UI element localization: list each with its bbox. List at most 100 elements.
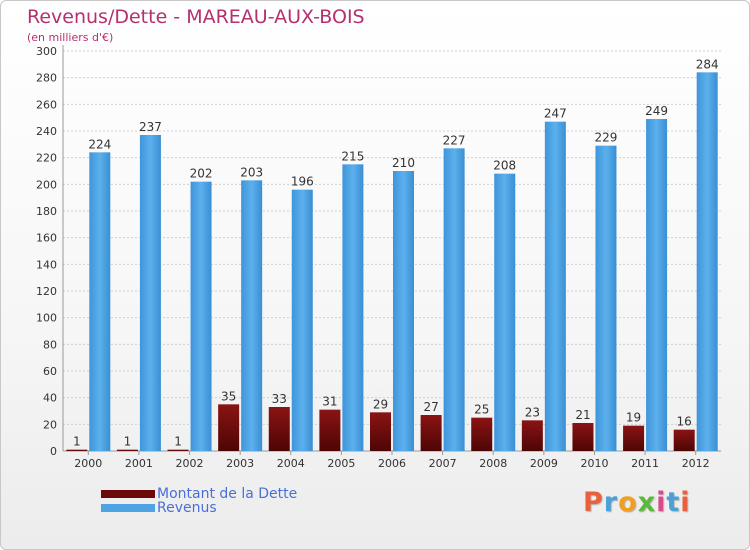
- bar-dette: [319, 409, 341, 451]
- x-tick-label: 2005: [327, 457, 355, 470]
- bar-revenus: [646, 119, 668, 451]
- data-label-revenus: 284: [696, 57, 719, 71]
- data-label-dette: 1: [73, 435, 81, 449]
- data-label-dette: 1: [174, 435, 182, 449]
- x-tick-label: 2007: [429, 457, 457, 470]
- bar-revenus: [696, 72, 718, 451]
- data-label-dette: 35: [221, 389, 236, 403]
- y-tick-label: 220: [36, 152, 57, 165]
- data-label-dette: 16: [677, 415, 692, 429]
- x-tick-label: 2006: [378, 457, 406, 470]
- data-label-dette: 31: [322, 395, 337, 409]
- data-label-revenus: 203: [240, 165, 263, 179]
- bar-revenus: [190, 181, 212, 451]
- bar-revenus: [595, 145, 617, 451]
- data-label-revenus: 215: [341, 149, 364, 163]
- bar-revenus: [291, 189, 313, 451]
- data-label-revenus: 210: [392, 156, 415, 170]
- data-label-dette: 29: [373, 397, 388, 411]
- data-label-revenus: 249: [645, 104, 668, 118]
- bar-dette: [116, 449, 138, 451]
- y-tick-label: 300: [36, 45, 57, 58]
- data-label-revenus: 247: [544, 107, 567, 121]
- logo-letter: t: [666, 487, 681, 518]
- data-label-dette: 25: [474, 403, 489, 417]
- bar-revenus: [494, 173, 516, 451]
- data-label-dette: 19: [626, 411, 641, 425]
- logo-letter: i: [680, 487, 691, 518]
- bar-dette: [420, 415, 442, 451]
- data-label-revenus: 227: [443, 133, 466, 147]
- y-tick-label: 40: [43, 392, 57, 405]
- bar-dette: [167, 449, 189, 451]
- legend-swatch-revenus: [101, 504, 155, 512]
- y-tick-label: 120: [36, 285, 57, 298]
- data-label-revenus: 196: [291, 175, 314, 189]
- y-tick-label: 160: [36, 232, 57, 245]
- bar-revenus: [342, 164, 364, 452]
- legend: Montant de la Dette Revenus: [101, 487, 297, 515]
- bar-dette: [268, 407, 290, 451]
- bar-revenus: [139, 135, 161, 451]
- x-tick-label: 2010: [580, 457, 608, 470]
- x-tick-label: 2009: [530, 457, 558, 470]
- bar-revenus: [544, 121, 566, 452]
- data-label-dette: 33: [272, 392, 287, 406]
- legend-item-revenus: Revenus: [101, 501, 297, 515]
- logo-letter: o: [618, 487, 638, 518]
- y-tick-label: 100: [36, 312, 57, 325]
- legend-label-dette: Montant de la Dette: [157, 486, 298, 502]
- y-tick-label: 260: [36, 98, 57, 111]
- y-tick-label: 280: [36, 72, 57, 85]
- logo-letter: i: [656, 487, 667, 518]
- x-tick-label: 2002: [176, 457, 204, 470]
- bar-dette: [471, 417, 493, 451]
- data-label-dette: 1: [124, 435, 132, 449]
- y-tick-label: 140: [36, 258, 57, 271]
- legend-label-revenus: Revenus: [157, 500, 217, 516]
- logo-letter: P: [583, 487, 604, 518]
- data-label-revenus: 202: [190, 167, 213, 181]
- y-tick-label: 200: [36, 178, 57, 191]
- data-label-revenus: 208: [493, 159, 516, 173]
- x-tick-label: 2011: [631, 457, 659, 470]
- bar-revenus: [89, 152, 111, 452]
- bar-dette: [623, 425, 645, 451]
- data-label-revenus: 224: [88, 137, 111, 151]
- logo-letter: r: [603, 487, 619, 518]
- y-tick-label: 180: [36, 205, 57, 218]
- x-tick-label: 2001: [125, 457, 153, 470]
- data-label-dette: 21: [575, 408, 590, 422]
- y-tick-label: 20: [43, 418, 57, 431]
- bar-dette: [521, 420, 543, 451]
- bar-dette: [66, 449, 88, 451]
- data-label-dette: 27: [423, 400, 438, 414]
- x-tick-label: 2003: [226, 457, 254, 470]
- bar-revenus: [241, 180, 263, 452]
- bar-dette: [218, 404, 240, 451]
- legend-item-dette: Montant de la Dette: [101, 487, 297, 501]
- y-tick-label: 60: [43, 365, 57, 378]
- y-tick-label: 240: [36, 125, 57, 138]
- bar-dette: [572, 423, 594, 451]
- logo-letter: x: [637, 487, 657, 518]
- bar-revenus: [393, 171, 414, 451]
- proxiti-logo: Proxiti: [583, 487, 691, 518]
- bar-revenus: [443, 148, 465, 452]
- chart-subtitle: (en milliers d'€): [27, 31, 114, 44]
- x-tick-label: 2004: [277, 457, 305, 470]
- legend-swatch-dette: [101, 490, 155, 498]
- data-label-revenus: 229: [595, 131, 618, 145]
- y-tick-label: 0: [50, 445, 57, 458]
- x-tick-label: 2012: [682, 457, 710, 470]
- data-label-dette: 23: [525, 405, 540, 419]
- x-tick-label: 2008: [479, 457, 507, 470]
- chart-title: Revenus/Dette - MAREAU-AUX-BOIS: [27, 6, 365, 28]
- y-tick-label: 80: [43, 338, 57, 351]
- bar-dette: [673, 429, 695, 451]
- bar-dette: [370, 412, 391, 451]
- data-label-revenus: 237: [139, 120, 162, 134]
- x-tick-label: 2000: [74, 457, 102, 470]
